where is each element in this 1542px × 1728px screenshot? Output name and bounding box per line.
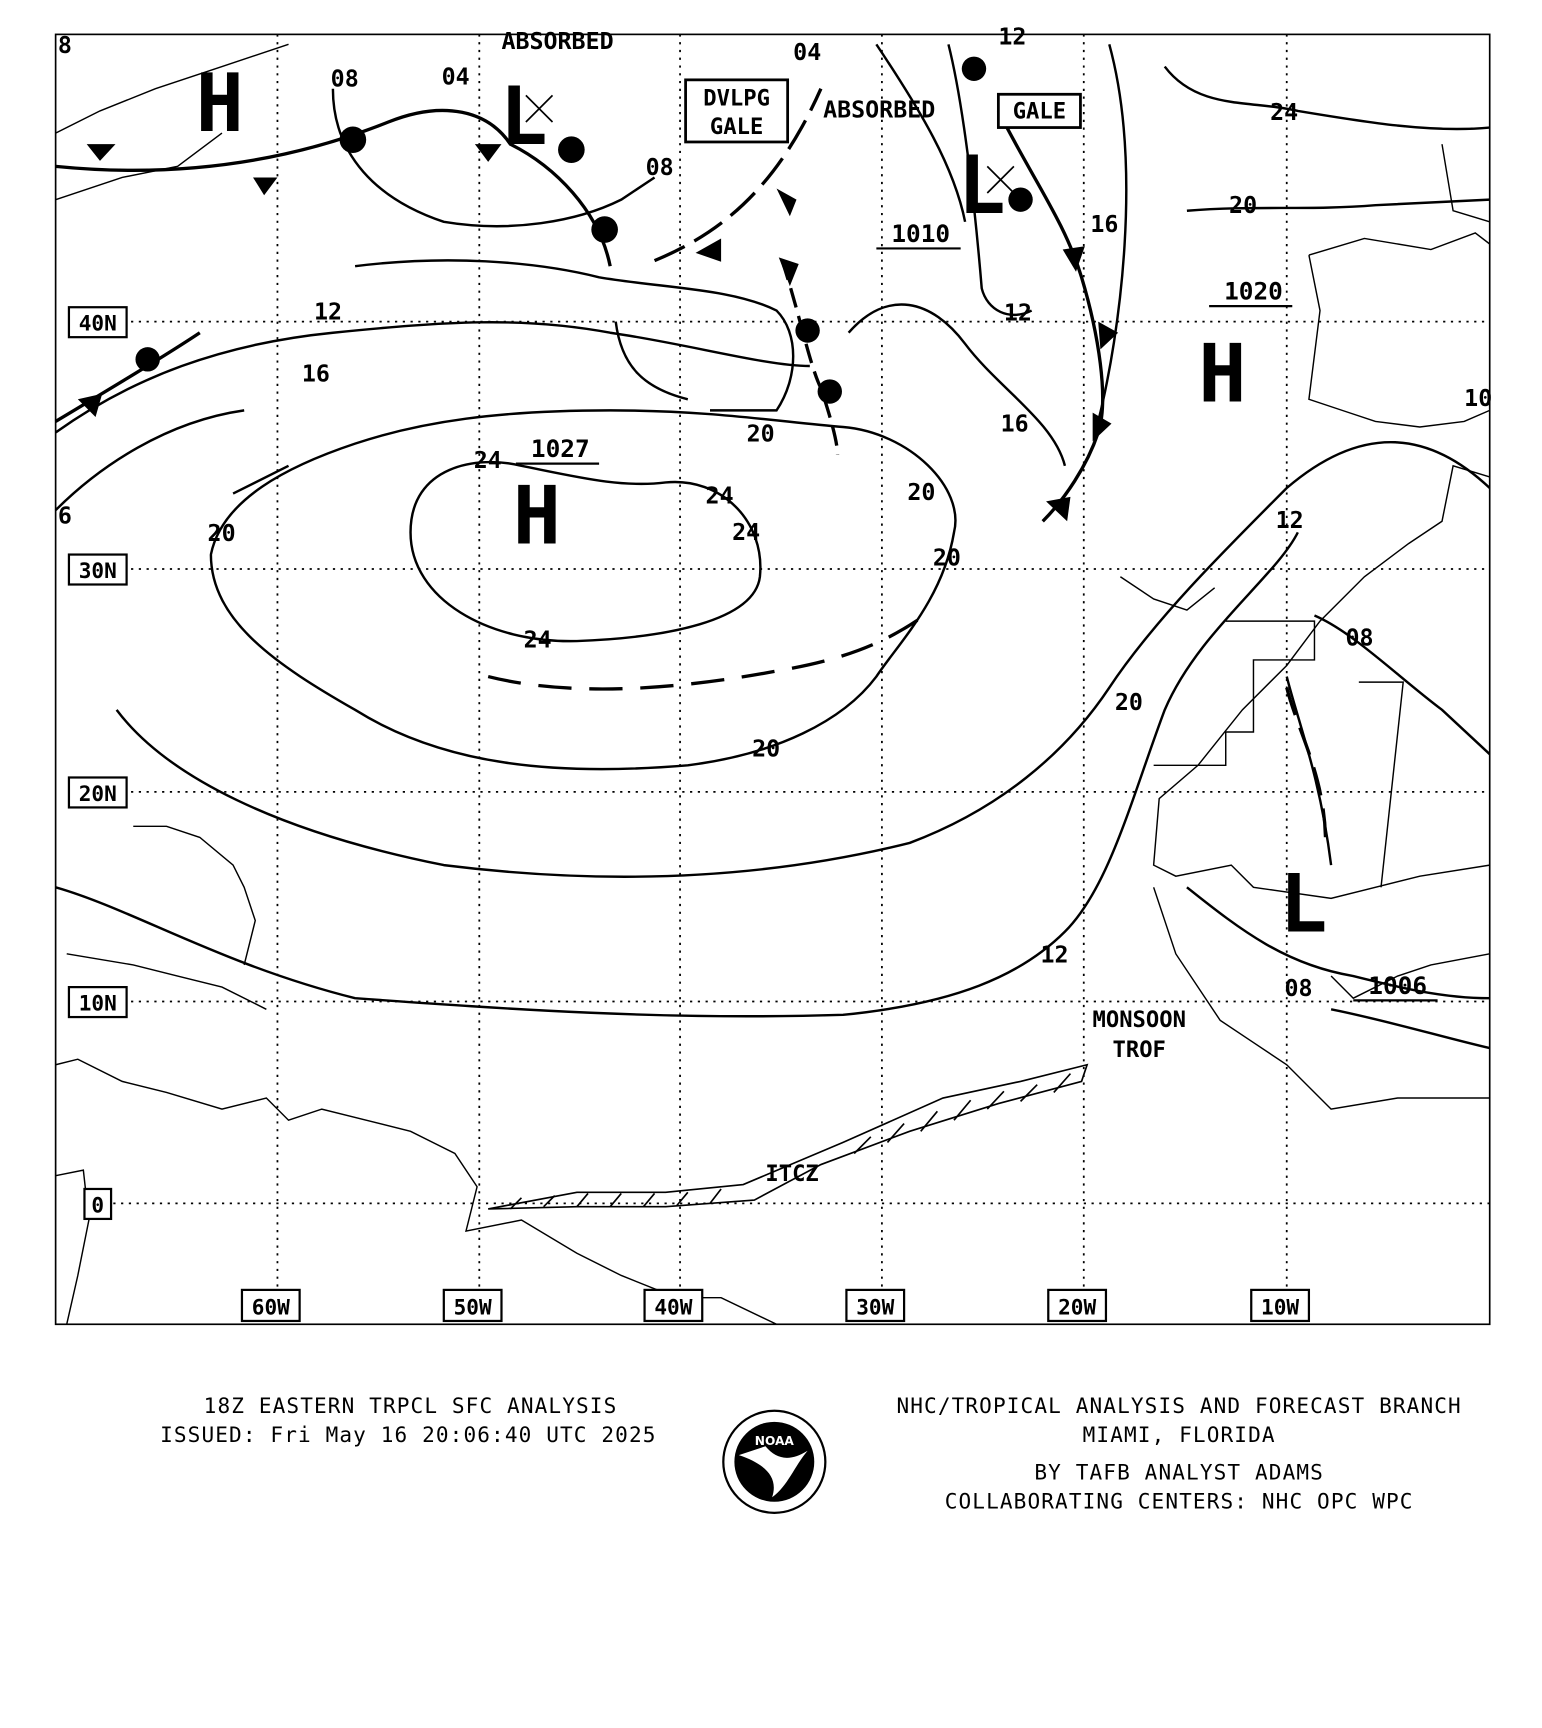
high-center-northwest: H [196, 57, 244, 150]
isobar-label: 08 [1346, 625, 1374, 652]
itcz-hatching [509, 1073, 1072, 1210]
coastlines [55, 43, 1491, 1325]
isobar-label: 16 [1001, 410, 1029, 437]
isobar-label: 04 [793, 39, 821, 66]
isobar-label: 24 [474, 447, 502, 474]
footer: 18Z EASTERN TRPCL SFC ANALYSIS ISSUED: F… [160, 1393, 1461, 1514]
isobar-label: 08 [646, 154, 674, 181]
lat-label: 0 [91, 1192, 104, 1217]
isobar-label: 12 [1041, 942, 1069, 969]
latitude-labels: 40N 30N 20N 10N 0 [67, 306, 128, 1221]
low-center-1010: L [958, 139, 1006, 232]
central-pressure-1010: 1010 [891, 219, 950, 248]
isobar-label: 12 [314, 298, 342, 325]
monsoon-trough-label: TROF [1113, 1037, 1166, 1063]
lon-label: 40W [654, 1294, 692, 1319]
itcz-label: ITCZ [765, 1161, 818, 1187]
isobar-label: 6 [58, 503, 72, 530]
isobar-label: 24 [1270, 99, 1298, 126]
low-center-1006: L [1279, 858, 1327, 951]
isobars [54, 43, 1491, 1050]
absorbed-label: ABSORBED [823, 97, 935, 124]
lon-label: 30W [856, 1294, 894, 1319]
isobar-label: 20 [747, 420, 775, 447]
isobar-label: 20 [208, 520, 236, 547]
isobar-label: 12 [1004, 300, 1032, 327]
isobar-label: 16 [1090, 211, 1118, 238]
isobar-labels: 08 04 08 04 12 16 20 24 24 24 24 20 20 2… [58, 23, 1492, 1002]
isobar-label: 24 [524, 627, 552, 654]
fronts [54, 56, 1328, 843]
absorbed-label: ABSORBED [501, 28, 613, 55]
isobar-label: 20 [1115, 689, 1143, 716]
isobar-label: 20 [1229, 192, 1257, 219]
developing-gale-label: GALE [710, 114, 763, 140]
pressure-centers: H 1027 H 1020 L 1010 L 1006 L H [196, 57, 1438, 1002]
isobar-label: 16 [302, 361, 330, 388]
developing-gale-label: DVLPG [703, 85, 770, 111]
lon-label: 20W [1058, 1294, 1096, 1319]
low-center-north: L [500, 70, 548, 163]
lon-label: 60W [252, 1294, 290, 1319]
organization: NHC/TROPICAL ANALYSIS AND FORECAST BRANC… [896, 1393, 1461, 1418]
central-pressure-1027: 1027 [531, 434, 590, 463]
isobar-label: 20 [907, 479, 935, 506]
lon-label: 50W [454, 1294, 492, 1319]
annotations: ABSORBED ABSORBED DVLPG GALE GALE MONSOO… [501, 28, 1185, 1187]
high-center-1027: H [513, 469, 561, 562]
high-center-1020: H [1198, 327, 1246, 420]
noaa-logo: NOAA [722, 1409, 827, 1514]
isobar-label: 12 [998, 23, 1026, 50]
product-title: 18Z EASTERN TRPCL SFC ANALYSIS [204, 1393, 618, 1418]
issued-time: ISSUED: Fri May 16 20:06:40 UTC 2025 [160, 1422, 656, 1447]
analyst: BY TAFB ANALYST ADAMS [1034, 1460, 1324, 1485]
map-frame [54, 33, 1491, 1326]
lat-label: 40N [79, 311, 117, 336]
noaa-logo-text: NOAA [755, 1434, 795, 1448]
longitude-labels: 60W 50W 40W 30W 20W 10W [240, 1288, 1311, 1323]
gale-label: GALE [1013, 99, 1066, 125]
isobar-label: 12 [1276, 507, 1304, 534]
collaborating-centers: COLLABORATING CENTERS: NHC OPC WPC [945, 1488, 1414, 1513]
location: MIAMI, FLORIDA [1083, 1422, 1276, 1447]
lat-label: 10N [79, 990, 117, 1015]
isobar-label: 24 [706, 483, 734, 510]
isobar-label: 08 [331, 66, 359, 93]
isobar-label: 24 [732, 519, 760, 546]
central-pressure-1006: 1006 [1368, 971, 1427, 1000]
isobar-label: 04 [442, 63, 470, 90]
lat-lon-grid [113, 34, 1490, 1287]
isobar-label: 8 [58, 32, 72, 59]
central-pressure-1020: 1020 [1224, 276, 1283, 305]
isobar-label: 20 [752, 735, 780, 762]
lon-label: 10W [1261, 1294, 1299, 1319]
lat-label: 30N [79, 558, 117, 583]
isobar-label: 08 [1285, 975, 1313, 1002]
isobar-label: 10 [1464, 385, 1492, 412]
monsoon-trough-label: MONSOON [1092, 1007, 1185, 1033]
isobar-label: 20 [933, 545, 961, 572]
lat-label: 20N [79, 781, 117, 806]
